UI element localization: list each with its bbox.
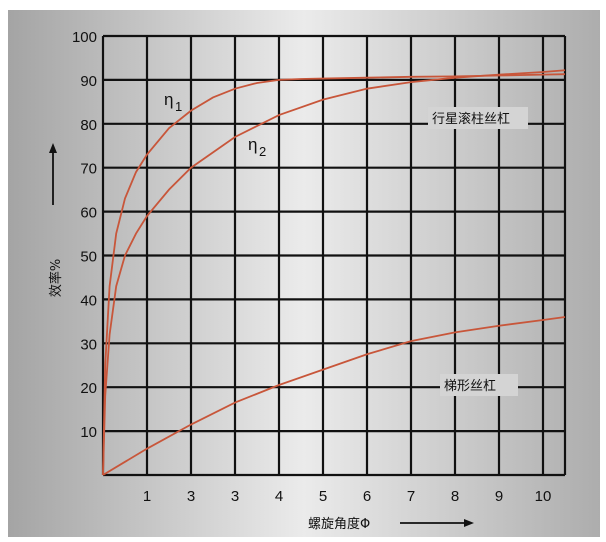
x-axis-arrowhead xyxy=(464,519,474,527)
y-tick-label: 10 xyxy=(80,424,97,441)
curves xyxy=(102,69,566,476)
series-line xyxy=(102,73,566,476)
y-axis-arrowhead xyxy=(49,143,57,153)
chart-background xyxy=(8,10,600,537)
x-tick-label: 5 xyxy=(319,488,327,505)
annotation-planetary-roller-screw: 行星滚柱丝杠 xyxy=(428,107,528,129)
x-tick-label: 9 xyxy=(495,488,503,505)
y-tick-label: 90 xyxy=(80,73,97,90)
y-tick-label: 20 xyxy=(80,380,97,397)
series-line xyxy=(102,316,566,476)
eta1-subscript: 1 xyxy=(175,99,182,114)
grid xyxy=(101,34,567,477)
y-axis-label: 效率% xyxy=(48,259,64,297)
annotation-trapezoidal-screw-text: 梯形丝杠 xyxy=(444,378,496,394)
x-axis-label: 螺旋角度Φ xyxy=(308,516,370,532)
x-tick-label: 1 xyxy=(143,488,151,505)
eta1-symbol: η xyxy=(164,90,173,109)
tick-labels: 10 20 30 40 50 60 70 80 90 100 1 3 3 4 5 6 7 8 9 10 xyxy=(72,29,551,505)
y-tick-label: 100 xyxy=(72,29,97,46)
y-tick-label: 80 xyxy=(80,117,97,134)
x-tick-label: 7 xyxy=(407,488,415,505)
x-tick-label: 8 xyxy=(451,488,459,505)
annotation-bg xyxy=(440,374,518,396)
y-tick-label: 60 xyxy=(80,205,97,222)
x-tick-label: 3 xyxy=(231,488,239,505)
x-axis-label-group: 螺旋角度Φ xyxy=(308,516,474,532)
y-tick-label: 30 xyxy=(80,336,97,353)
annotation-bg xyxy=(428,107,528,129)
label-eta2: η 2 xyxy=(248,135,266,159)
annotation-planetary-roller-screw-text: 行星滚柱丝杠 xyxy=(432,111,510,127)
x-tick-label: 4 xyxy=(275,488,283,505)
x-tick-label: 3 xyxy=(187,488,195,505)
annotation-trapezoidal-screw: 梯形丝杠 xyxy=(440,374,518,396)
x-tick-label: 6 xyxy=(363,488,371,505)
eta2-symbol: η xyxy=(248,135,257,154)
y-tick-label: 50 xyxy=(80,249,97,266)
eta2-subscript: 2 xyxy=(259,144,266,159)
label-eta1: η 1 xyxy=(164,90,182,114)
y-tick-label: 70 xyxy=(80,161,97,178)
y-axis-label-group: 效率% xyxy=(48,143,64,297)
y-tick-label: 40 xyxy=(80,292,97,309)
x-tick-label: 10 xyxy=(535,488,552,505)
series-line xyxy=(102,69,566,476)
